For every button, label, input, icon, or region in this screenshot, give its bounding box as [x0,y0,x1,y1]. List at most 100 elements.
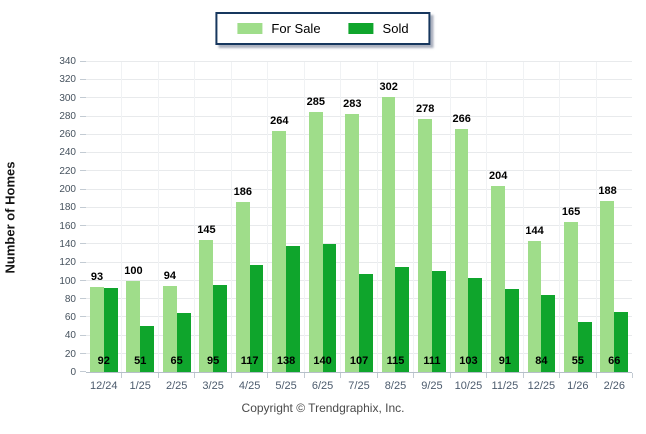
plot-area: 93 92 12/24 100 51 1/25 94 65 2/25 145 95 3/25 186 11… [80,61,634,392]
x-tick-label: 12/25 [527,380,556,392]
bar-group: 283 107 7/25 [341,62,379,392]
bar-for-sale [199,239,214,372]
y-tick-mark [80,261,86,263]
bar-sold [322,244,337,372]
y-tick-mark [80,371,86,372]
y-tick-mark [80,170,86,172]
for-sale-value-label: 302 [379,80,398,93]
for-sale-value-label: 285 [306,96,325,109]
bar-sold [103,288,118,372]
bar-for-sale [272,131,287,372]
y-tick-label: 340 [59,56,76,67]
for-sale-value-label: 283 [343,97,362,110]
x-tick-label: 1/25 [129,380,151,392]
for-sale-value-label: 93 [90,271,104,284]
bar-for-sale [418,118,432,372]
x-tick-label: 7/25 [348,380,370,392]
sold-value-label: 111 [423,355,441,367]
bar-pair [451,62,486,372]
sold-value-label: 55 [571,355,584,367]
bar-for-sale [564,221,578,372]
bar-for-sale [600,200,615,372]
bar-sold [395,267,410,372]
sold-value-label: 65 [170,355,183,367]
x-tick-label: 6/25 [311,380,334,392]
bar-sold [614,311,629,372]
y-tick-label: 280 [59,110,76,122]
sold-value-label: 117 [240,355,259,367]
legend-item-sold: Sold [348,21,409,36]
y-tick-label: 160 [59,220,76,232]
y-axis-title: Number of Homes [2,161,18,274]
x-tick-label: 5/25 [275,380,297,392]
bar-pair [560,62,595,372]
x-tick-label: 4/25 [238,380,261,392]
y-tick-mark [80,225,86,227]
bar-pair [268,62,303,372]
y-axis: 0 20 40 60 80 100 120 140 160 180 200 220 240 260 280 3… [40,57,80,378]
y-tick-label: 60 [64,312,76,324]
bar-pair [232,62,267,372]
for-sale-value-label: 94 [163,270,177,283]
for-sale-value-label: 145 [197,223,216,236]
bar-group: 145 95 3/25 [195,62,233,392]
x-tick-label: 9/25 [421,380,443,392]
bar-pair [414,62,449,372]
bar-group: 302 115 8/25 [378,62,415,392]
sold-value-label: 92 [97,355,110,367]
for-sale-value-label: 144 [525,224,544,237]
bar-group: 285 140 6/25 [305,62,342,392]
sold-value-label: 66 [608,355,621,367]
bar-for-sale [381,96,396,372]
y-tick-mark [80,352,86,354]
for-sale-value-label: 186 [233,186,253,199]
bar-group: 144 84 12/25 [524,62,561,392]
bar-group: 93 92 12/24 [86,62,123,392]
x-tick-label: 2/26 [603,380,626,392]
sold-value-label: 103 [459,355,478,367]
bar-group: 264 138 5/25 [268,62,306,392]
bar-pair [305,62,340,372]
for-sale-swatch [237,23,263,34]
bar-sold [213,285,227,372]
y-tick-mark [80,97,86,99]
bar-for-sale [235,202,250,372]
bar-group: 165 55 1/26 [560,62,598,392]
bar-sold [504,289,519,372]
gridline [86,61,632,62]
y-tick-label: 320 [59,74,76,86]
bar-for-sale [308,112,323,372]
y-tick-label: 120 [59,257,76,269]
for-sale-value-label: 188 [598,184,617,197]
y-tick-mark [80,206,86,208]
bar-sold [468,278,483,372]
bar-sold [249,265,264,372]
for-sale-value-label: 264 [270,115,289,128]
x-tick-label: 12/24 [89,380,118,392]
y-tick-mark [80,79,86,81]
sold-value-label: 91 [498,355,512,367]
y-tick-mark [80,298,86,300]
bar-pair [341,62,376,372]
y-tick-label: 100 [59,275,76,287]
for-sale-value-label: 100 [124,264,143,277]
sold-value-label: 115 [386,355,405,367]
bar-for-sale [491,186,505,372]
bar-group: 188 66 2/26 [597,62,634,392]
bar-pair [86,62,121,372]
y-tick-label: 260 [59,129,76,141]
bar-for-sale [527,240,542,372]
gridline [86,79,632,81]
sold-swatch [348,23,374,34]
for-sale-value-label: 266 [452,113,471,126]
x-tick-label: 10/25 [454,380,483,392]
bar-sold [140,325,155,372]
y-tick-mark [80,188,86,190]
bar-pair [195,62,230,372]
y-tick-mark [80,316,86,318]
y-tick-mark [80,152,86,154]
bar-sold [431,270,446,372]
bar-group: 100 51 1/25 [122,62,160,392]
bar-pair [122,62,157,372]
x-tick-label: 1/26 [567,380,589,392]
